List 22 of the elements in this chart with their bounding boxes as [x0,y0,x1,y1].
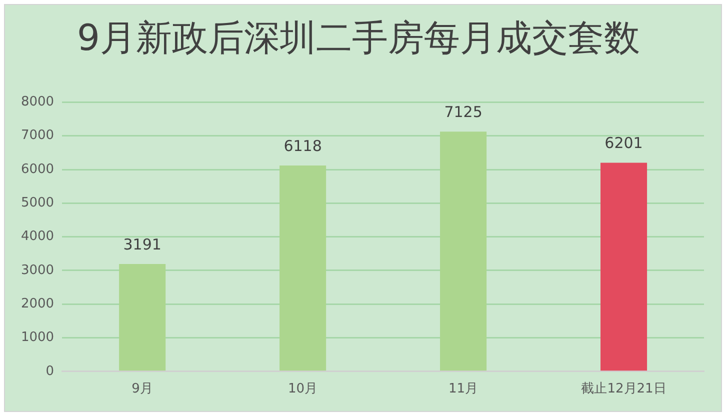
bar [119,264,166,371]
data-label: 3191 [123,235,162,254]
y-tick-label: 5000 [20,196,54,211]
data-label: 6118 [284,136,322,155]
data-label: 6201 [604,134,643,152]
y-tick-label: 6000 [20,162,54,177]
bar [440,132,487,371]
data-label: 7125 [444,103,482,122]
chart-title: 9月新政后深圳二手房每月成交套数 [77,18,640,59]
x-tick-label: 10月 [288,382,318,397]
y-tick-label: 0 [46,364,54,379]
bar [600,162,648,371]
y-tick-label: 3000 [20,262,54,278]
y-tick-label: 2000 [20,296,54,312]
y-tick-label: 1000 [20,330,54,346]
bar [280,166,326,371]
y-tick-label: 7000 [20,128,54,144]
y-tick-label: 4000 [20,229,54,244]
x-tick-label: 11月 [448,382,478,397]
x-tick-label: 截止12月21日 [581,382,666,397]
y-tick-label: 8000 [20,94,54,110]
x-tick-label: 9月 [132,382,153,397]
